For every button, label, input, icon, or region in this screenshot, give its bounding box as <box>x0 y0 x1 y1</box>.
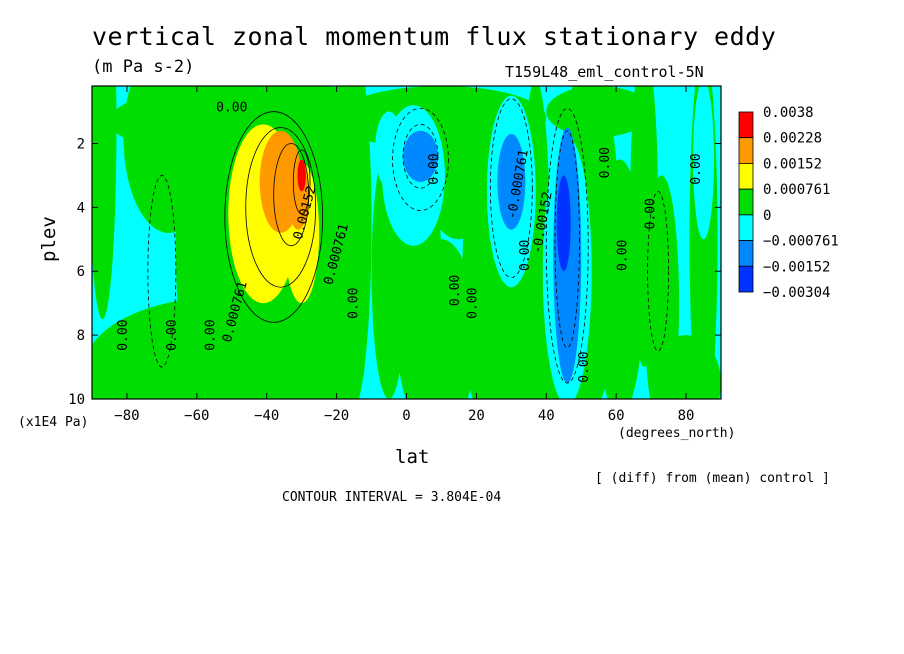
x-axis-label: lat <box>395 446 430 468</box>
colorbar-swatch <box>738 137 754 164</box>
contour-interval: CONTOUR INTERVAL = 3.804E-04 <box>282 490 502 505</box>
positive-region <box>406 239 477 399</box>
colorbar-label: −0.00152 <box>763 259 830 275</box>
x-tick-label: −80 <box>114 408 139 424</box>
y-tick-label: 10 <box>68 392 85 408</box>
colorbar-label: −0.00304 <box>763 285 830 301</box>
blue-core <box>403 130 438 182</box>
contour-line <box>245 127 317 288</box>
contour-label: 0.00 <box>116 319 131 350</box>
contour-line <box>402 123 439 189</box>
contour-label: 0.00 <box>427 153 442 184</box>
positive-region <box>92 86 117 320</box>
blue-core <box>497 133 526 230</box>
y-tick-label: 2 <box>77 136 85 152</box>
positive-region <box>546 86 652 138</box>
colorbar-swatch <box>738 188 754 216</box>
colorbar-swatch <box>738 111 754 139</box>
colorbar-label: −0.000761 <box>763 234 839 250</box>
chart-title: vertical zonal momentum flux stationary … <box>92 22 777 51</box>
positive-region <box>175 95 204 384</box>
contour-line <box>554 130 580 349</box>
colorbar-swatch <box>738 265 754 293</box>
y-unit-label: (x1E4 Pa) <box>18 415 89 430</box>
x-tick-label: 60 <box>608 408 625 424</box>
positive-region <box>651 335 721 399</box>
colorbar-swatch <box>738 163 754 190</box>
diff-note: [ (diff) from (mean) control ] <box>595 471 830 486</box>
contour-line <box>392 107 449 211</box>
colorbar-label: 0 <box>763 208 771 224</box>
y-tick-label: 4 <box>77 200 85 216</box>
y-axis-label: plev <box>38 216 60 262</box>
x-tick-label: −20 <box>324 408 349 424</box>
contour-label: 0.00 <box>518 240 533 271</box>
negative-region <box>375 111 404 189</box>
colorbar-label: 0.0038 <box>763 105 814 121</box>
units-label: (m Pa s-2) <box>92 57 195 77</box>
x-unit-label: (degrees_north) <box>618 426 736 441</box>
contour-label: 0.00 <box>448 275 463 306</box>
colorbar-label: 0.00152 <box>763 156 822 172</box>
positive-region <box>92 335 208 399</box>
x-tick-label: −60 <box>184 408 209 424</box>
y-tick-label: 8 <box>77 328 85 344</box>
colorbar-label: 0.00228 <box>763 131 822 147</box>
contour-label: 0.00 <box>465 288 480 319</box>
contour-label: 0.00 <box>616 240 631 271</box>
contour-label: 0.00 <box>644 198 659 229</box>
colorbar-label: 0.000761 <box>763 182 830 198</box>
darkblue-core <box>556 175 571 272</box>
contour-label: 0.00 <box>598 147 613 178</box>
contour-line <box>647 190 669 352</box>
contour-line <box>273 143 310 247</box>
contour-line <box>489 98 533 279</box>
y-tick-label: 6 <box>77 264 85 280</box>
contour-line <box>292 149 311 215</box>
contour-label: 0.00 <box>216 101 247 116</box>
x-tick-label: −40 <box>254 408 279 424</box>
positive-region <box>469 344 554 399</box>
colorbar-swatch <box>738 214 754 241</box>
colorbar-swatch <box>738 240 754 267</box>
x-tick-label: 40 <box>538 408 555 424</box>
contour-label: 0.00 <box>577 351 592 382</box>
red-core <box>297 159 306 192</box>
x-tick-label: 80 <box>678 408 695 424</box>
contour-label: 0.00 <box>203 319 218 350</box>
x-tick-label: 0 <box>402 408 410 424</box>
positive-region <box>329 86 372 399</box>
contour-label: 0.00 <box>689 153 704 184</box>
contour-line <box>224 111 324 323</box>
contour-line <box>147 175 177 368</box>
contour-label: 0.00 <box>347 288 362 319</box>
contour-label: 0.00 <box>165 319 180 350</box>
x-tick-label: 20 <box>468 408 485 424</box>
run-label: T159L48_eml_control-5N <box>505 63 704 81</box>
negative-region <box>693 86 715 240</box>
contour-line <box>545 107 589 384</box>
